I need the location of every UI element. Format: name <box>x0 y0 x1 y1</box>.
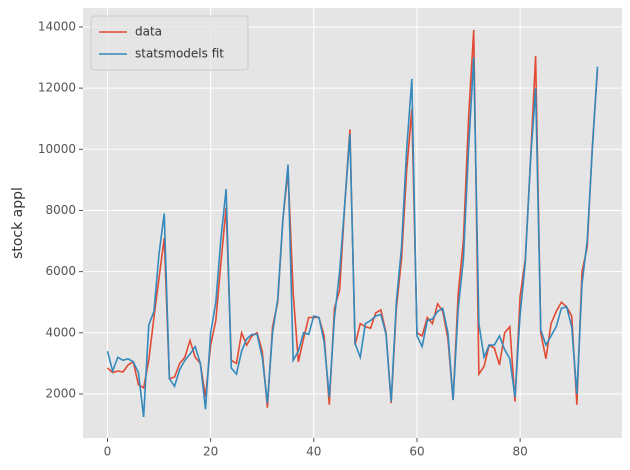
legend-label: statsmodels fit <box>135 47 224 61</box>
x-tick-label: 80 <box>512 445 527 459</box>
y-tick-label: 2000 <box>45 386 76 400</box>
data-line <box>106 57 599 417</box>
y-tick-label: 14000 <box>38 19 76 33</box>
y-axis-label: stock appl <box>10 187 26 259</box>
x-tick-label: 60 <box>409 445 424 459</box>
x-tick-label: 40 <box>306 445 321 459</box>
y-tick-label: 6000 <box>45 264 76 278</box>
y-tick-label: 12000 <box>38 81 76 95</box>
y-tick-label: 10000 <box>38 142 76 156</box>
legend-label: data <box>135 25 162 39</box>
y-tick-label: 4000 <box>45 325 76 339</box>
y-tick-label: 8000 <box>45 203 76 217</box>
x-tick-label: 20 <box>203 445 218 459</box>
x-tick-label: 0 <box>104 445 112 459</box>
legend-box <box>90 15 249 71</box>
legend: data statsmodels fit <box>90 15 249 71</box>
